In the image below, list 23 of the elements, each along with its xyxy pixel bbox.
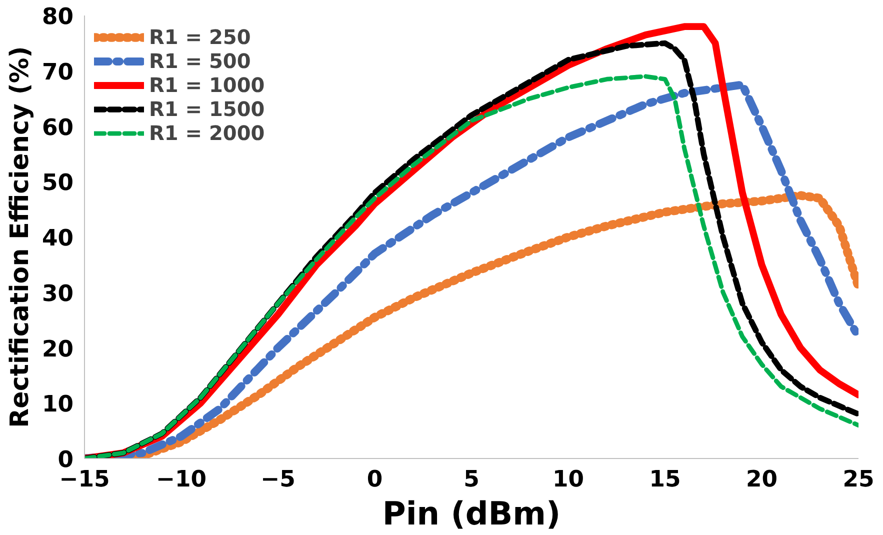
- y-tick-label: 60: [42, 114, 74, 141]
- legend-label: R1 = 2000: [149, 121, 265, 145]
- y-axis-title: Rectification Efficiency (%): [4, 46, 34, 428]
- y-tick-label: 40: [42, 226, 74, 252]
- x-tick-label: 5: [464, 466, 480, 492]
- y-tick-label: 30: [42, 280, 74, 307]
- x-tick-label: 0: [366, 466, 383, 492]
- x-tick-label: 25: [842, 466, 874, 492]
- y-tick-label: 50: [42, 170, 74, 196]
- x-tick-label: −5: [260, 466, 296, 492]
- legend-label: R1 = 1000: [149, 73, 265, 97]
- legend-label: R1 = 250: [149, 25, 251, 49]
- y-tick-label: 80: [42, 4, 74, 30]
- y-tick-label: 10: [42, 392, 74, 418]
- x-tick-label: 20: [746, 466, 778, 492]
- x-tick-label: 10: [552, 466, 584, 492]
- legend-label: R1 = 1500: [149, 97, 265, 121]
- x-tick-label: −10: [156, 466, 207, 492]
- x-axis-title: Pin (dBm): [382, 494, 561, 532]
- legend-label: R1 = 500: [149, 49, 251, 73]
- y-tick-label: 20: [42, 336, 74, 362]
- x-tick-label: 15: [649, 466, 681, 492]
- y-tick-label: 70: [42, 59, 74, 86]
